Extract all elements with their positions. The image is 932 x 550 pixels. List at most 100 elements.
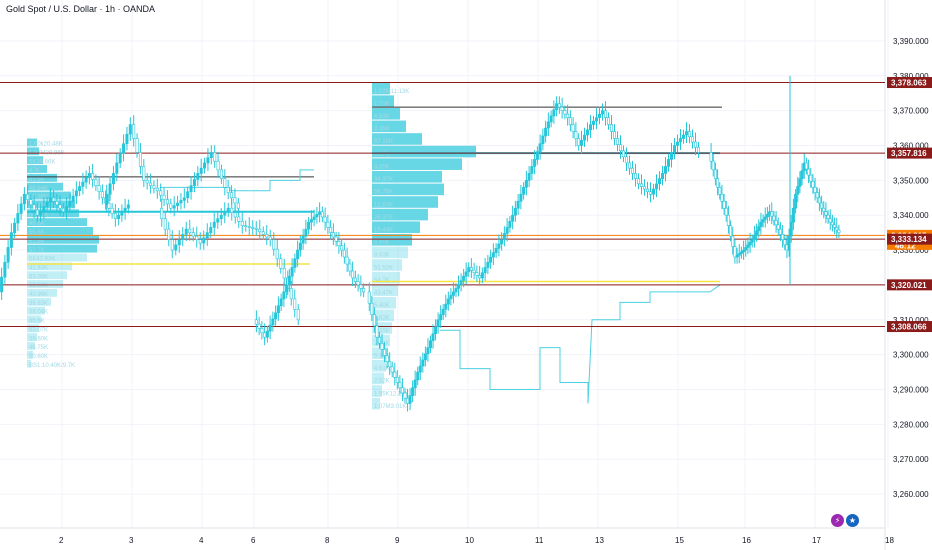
candle-body bbox=[261, 231, 265, 235]
candle-body bbox=[196, 173, 200, 180]
volume-profile-bar bbox=[372, 170, 442, 183]
level-badge-label: 3,333.134 bbox=[891, 235, 927, 244]
candle-body bbox=[657, 178, 661, 185]
candle-body bbox=[188, 228, 192, 233]
volume-profile-bar bbox=[27, 244, 97, 253]
candle-body bbox=[0, 276, 4, 293]
candle-body bbox=[233, 212, 237, 218]
candle-body bbox=[588, 124, 592, 131]
volume-profile-bar bbox=[372, 322, 392, 334]
volume-profile-label: 46.75K bbox=[29, 345, 48, 351]
candle-body bbox=[651, 188, 655, 195]
candle-body bbox=[541, 135, 545, 145]
candle-body bbox=[742, 249, 746, 253]
volume-profile-label: 46.64K bbox=[29, 186, 48, 192]
x-tick-label: 10 bbox=[465, 536, 474, 545]
candle-body bbox=[174, 244, 178, 251]
candle-body bbox=[480, 272, 484, 279]
candle-body bbox=[418, 365, 422, 373]
candle-body bbox=[265, 234, 269, 238]
candle-body bbox=[475, 272, 479, 276]
candle-body bbox=[35, 209, 39, 216]
volume-profile-bar bbox=[27, 235, 99, 244]
volume-profile-bar bbox=[372, 145, 476, 158]
x-tick-label: 9 bbox=[395, 536, 400, 545]
candle-body bbox=[170, 239, 174, 251]
candle-body bbox=[807, 168, 811, 176]
y-tick-label: 3,360.000 bbox=[893, 141, 929, 150]
volume-profile-label: 58.96K bbox=[29, 204, 48, 210]
x-tick-label: 3 bbox=[129, 536, 134, 545]
candle-body bbox=[126, 204, 130, 209]
candle-body bbox=[585, 129, 589, 136]
candle-body bbox=[776, 224, 780, 230]
candle-body bbox=[817, 197, 821, 204]
candle-body bbox=[68, 200, 72, 207]
candle-body bbox=[272, 239, 276, 250]
level-badge-label: 3,357.816 bbox=[891, 149, 927, 158]
candle-body bbox=[436, 319, 440, 328]
candle-body bbox=[524, 180, 528, 188]
candle-body bbox=[796, 186, 800, 195]
level-badge-label: 3,378.063 bbox=[891, 79, 927, 88]
candle-body bbox=[563, 110, 567, 115]
volume-profile-bar bbox=[27, 147, 39, 156]
candle-body bbox=[467, 267, 471, 273]
candle-body bbox=[549, 115, 553, 123]
y-tick-label: 3,340.000 bbox=[893, 211, 929, 220]
volume-profile-label: 1.95K12.22K bbox=[374, 391, 409, 397]
candle-body bbox=[32, 204, 36, 211]
candle-body bbox=[648, 191, 652, 195]
candle-body bbox=[600, 110, 604, 115]
candle-body bbox=[724, 207, 728, 216]
volume-profile-label: 34.37K bbox=[374, 177, 393, 183]
candle-body bbox=[274, 312, 278, 320]
candle-body bbox=[815, 192, 819, 199]
us-flag-icon: ★ bbox=[846, 514, 859, 527]
candle-body bbox=[513, 207, 517, 216]
candle-body bbox=[111, 173, 115, 185]
candle-body bbox=[279, 298, 283, 307]
candle-body bbox=[489, 256, 493, 263]
volume-profile-label: BS1.10.40K/9.7K bbox=[29, 363, 75, 369]
volume-profile-label: 1.07M3.01K bbox=[374, 404, 406, 410]
candle-body bbox=[186, 191, 190, 199]
candle-body bbox=[462, 275, 466, 281]
candle-body bbox=[9, 232, 13, 248]
candle-body bbox=[165, 199, 169, 205]
candle-body bbox=[502, 233, 506, 240]
candle-body bbox=[115, 162, 119, 174]
candle-body bbox=[296, 309, 300, 321]
candle-body bbox=[639, 183, 643, 187]
y-tick-label: 3,350.000 bbox=[893, 176, 929, 185]
candle-body bbox=[334, 236, 338, 242]
candle-body bbox=[370, 302, 374, 315]
candle-body bbox=[81, 181, 85, 187]
candle-body bbox=[478, 275, 482, 279]
candle-body bbox=[722, 200, 726, 209]
candle-body bbox=[434, 326, 438, 335]
candle-body bbox=[582, 134, 586, 141]
volume-profile-label: 7.63K bbox=[374, 316, 390, 322]
candle-body bbox=[219, 169, 223, 179]
candle-body bbox=[472, 269, 476, 274]
level-badge bbox=[887, 77, 932, 89]
candle-body bbox=[162, 194, 166, 200]
candle-body bbox=[568, 117, 572, 125]
volume-profile-bar bbox=[372, 183, 444, 196]
volume-profile-bar bbox=[27, 324, 39, 333]
candle-body bbox=[713, 169, 717, 179]
candle-body bbox=[774, 220, 778, 226]
candle-body bbox=[84, 177, 88, 183]
volume-profile-label: 8.17K bbox=[374, 152, 390, 158]
volume-profile-bar bbox=[372, 284, 398, 296]
candle-body bbox=[560, 106, 564, 111]
candle-body bbox=[770, 211, 774, 217]
candle-body bbox=[400, 387, 404, 394]
candle-body bbox=[483, 267, 487, 274]
lightning-icon[interactable]: ⚡ bbox=[831, 514, 844, 527]
y-tick-label: 3,330.000 bbox=[893, 246, 929, 255]
candle-body bbox=[182, 197, 186, 201]
y-tick-label: 3,270.000 bbox=[893, 455, 929, 464]
